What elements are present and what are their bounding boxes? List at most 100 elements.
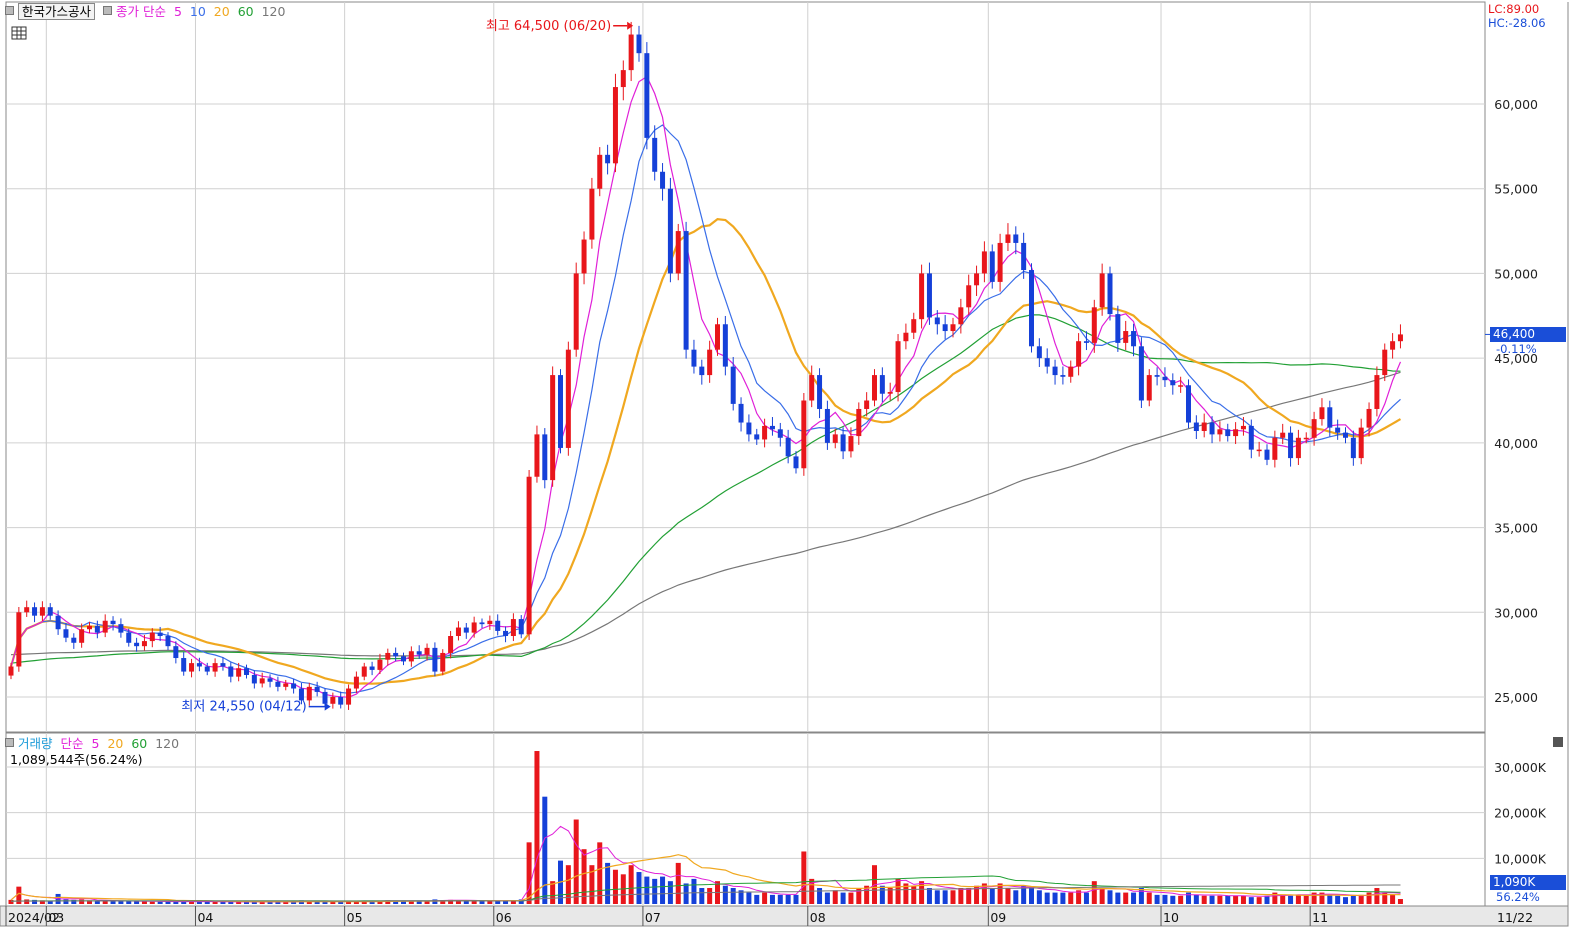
candle xyxy=(1327,400,1333,437)
candle-body xyxy=(79,629,85,643)
x-tick-label: 04 xyxy=(197,910,213,925)
candle-body xyxy=(573,273,579,350)
x-tick-label: 08 xyxy=(810,910,826,925)
candle xyxy=(1029,263,1034,353)
candle xyxy=(47,603,53,620)
candle xyxy=(377,653,383,675)
panel-close-icon[interactable] xyxy=(1553,737,1563,747)
candle-body xyxy=(416,651,422,655)
volume-bar xyxy=(322,901,328,904)
candle xyxy=(1382,343,1388,382)
candle-body xyxy=(777,429,783,438)
candle xyxy=(769,417,775,436)
volume-bar xyxy=(110,901,116,904)
volume-ma-label[interactable]: 단순 xyxy=(60,736,84,751)
candle-body xyxy=(432,647,438,672)
volume-menu-icon[interactable] xyxy=(5,738,14,747)
candle-body xyxy=(338,697,344,705)
candle xyxy=(353,671,359,694)
candle xyxy=(1295,429,1301,465)
candle xyxy=(385,648,391,666)
candle-body xyxy=(966,285,972,308)
volume-bar xyxy=(1123,892,1129,904)
candle-body xyxy=(1256,449,1262,452)
candle-body xyxy=(102,620,108,633)
candle xyxy=(1186,379,1191,429)
candle xyxy=(1358,418,1364,465)
candle xyxy=(510,613,516,642)
candle-body xyxy=(1233,429,1239,437)
candle xyxy=(369,661,375,676)
candle xyxy=(16,606,22,672)
panel-menu-icon[interactable] xyxy=(5,6,14,15)
candle-body xyxy=(1264,449,1270,460)
volume-bar xyxy=(989,888,995,904)
candle xyxy=(1209,416,1215,444)
volume-bar xyxy=(220,901,226,904)
volume-bar xyxy=(471,900,477,904)
candle-body xyxy=(181,658,187,672)
candle-body xyxy=(71,637,77,643)
candle-body xyxy=(981,251,987,274)
candle-body xyxy=(1154,375,1160,377)
volume-bar xyxy=(1256,897,1262,904)
price-ma-label[interactable]: 종가 단순 xyxy=(116,4,166,19)
candle xyxy=(1374,366,1380,417)
volume-bar xyxy=(118,900,124,904)
candle-body xyxy=(510,619,516,637)
current-volume: 1,089,544주(56.24%) xyxy=(10,752,143,767)
volume-bar xyxy=(1319,892,1325,904)
volume-bar xyxy=(667,881,673,904)
candle-body xyxy=(691,349,697,367)
volume-bar xyxy=(8,899,14,904)
candle-body xyxy=(864,400,870,409)
ma5-label: 5 xyxy=(173,4,182,19)
candle xyxy=(204,662,210,676)
volume-bar xyxy=(79,899,85,904)
candle-body xyxy=(1288,432,1294,459)
volume-bar xyxy=(1217,895,1223,904)
volume-bar xyxy=(244,901,249,904)
volume-label[interactable]: 거래량 xyxy=(18,736,53,751)
candle-body xyxy=(872,375,877,401)
candle xyxy=(306,682,312,706)
candle-body xyxy=(47,607,53,616)
candle-body xyxy=(597,154,603,189)
price-tick-label: 40,000 xyxy=(1494,436,1538,451)
candle xyxy=(683,221,689,359)
candle xyxy=(1288,426,1294,467)
candle xyxy=(1233,422,1239,445)
volume-bar xyxy=(1335,895,1341,904)
candle-body xyxy=(1107,273,1113,315)
table-view-icon[interactable] xyxy=(11,26,27,40)
candle xyxy=(416,645,422,659)
volume-bar xyxy=(777,894,783,904)
volume-bar xyxy=(126,901,132,904)
volume-bar xyxy=(1083,892,1089,904)
volume-bar xyxy=(817,888,823,904)
candle-body xyxy=(581,239,587,274)
volume-bar xyxy=(652,878,658,904)
candle xyxy=(408,646,414,667)
stock-name[interactable]: 한국가스공사 xyxy=(18,3,96,20)
volume-bar xyxy=(840,892,846,904)
high-annotation: 최고 64,500 (06/20) xyxy=(486,19,611,34)
candle-body xyxy=(526,476,532,635)
candle xyxy=(777,422,783,447)
candle xyxy=(824,400,830,450)
candle xyxy=(118,618,124,638)
low-annotation: 최저 24,550 (04/12) xyxy=(181,700,306,715)
candle-body xyxy=(911,319,917,333)
x-axis-bar xyxy=(0,905,1569,927)
candle-body xyxy=(346,688,352,705)
candle-body xyxy=(1335,427,1341,433)
volume-bar xyxy=(1327,894,1333,904)
indicator-menu-icon[interactable] xyxy=(103,6,112,15)
candle-body xyxy=(361,666,367,677)
candle-body xyxy=(1029,270,1034,347)
volume-bar xyxy=(958,888,964,904)
candle-body xyxy=(283,683,289,687)
ma60-line xyxy=(10,314,1401,664)
candle-body xyxy=(1162,376,1168,381)
